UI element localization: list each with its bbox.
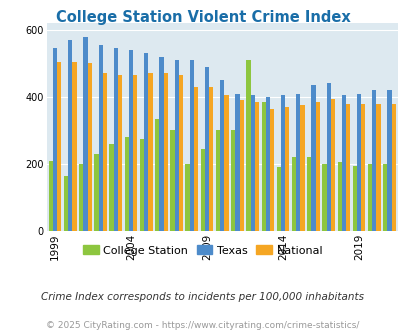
Bar <box>330 99 334 231</box>
Bar <box>118 75 122 231</box>
Bar <box>230 130 235 231</box>
Bar <box>102 73 107 231</box>
Bar <box>64 176 68 231</box>
Bar <box>185 164 189 231</box>
Bar <box>254 102 258 231</box>
Bar <box>235 93 239 231</box>
Bar <box>57 62 61 231</box>
Bar <box>371 90 375 231</box>
Legend: College Station, Texas, National: College Station, Texas, National <box>78 241 327 260</box>
Bar <box>276 167 280 231</box>
Bar <box>352 166 356 231</box>
Bar <box>326 83 330 231</box>
Bar <box>261 102 265 231</box>
Bar <box>155 119 159 231</box>
Bar <box>285 107 289 231</box>
Bar <box>87 63 92 231</box>
Bar <box>129 50 133 231</box>
Bar <box>224 95 228 231</box>
Bar <box>144 53 148 231</box>
Bar <box>163 73 167 231</box>
Bar <box>215 130 220 231</box>
Bar <box>382 164 386 231</box>
Bar <box>265 97 269 231</box>
Bar <box>49 161 53 231</box>
Bar <box>174 60 178 231</box>
Bar <box>250 95 254 231</box>
Bar <box>300 105 304 231</box>
Bar <box>83 37 87 231</box>
Bar <box>79 164 83 231</box>
Bar <box>220 80 224 231</box>
Bar <box>205 67 209 231</box>
Bar <box>53 48 57 231</box>
Bar <box>291 157 295 231</box>
Bar <box>98 45 102 231</box>
Bar <box>140 139 144 231</box>
Bar <box>386 90 391 231</box>
Bar <box>341 95 345 231</box>
Bar <box>367 164 371 231</box>
Bar <box>306 157 311 231</box>
Bar <box>200 149 205 231</box>
Bar <box>72 62 77 231</box>
Bar <box>356 93 360 231</box>
Text: © 2025 CityRating.com - https://www.cityrating.com/crime-statistics/: © 2025 CityRating.com - https://www.city… <box>46 321 359 330</box>
Bar <box>68 40 72 231</box>
Bar <box>246 60 250 231</box>
Bar <box>239 100 243 231</box>
Text: Crime Index corresponds to incidents per 100,000 inhabitants: Crime Index corresponds to incidents per… <box>41 292 364 302</box>
Bar <box>311 85 315 231</box>
Bar <box>269 109 274 231</box>
Bar <box>133 75 137 231</box>
Bar <box>360 104 364 231</box>
Bar <box>375 104 380 231</box>
Bar <box>337 162 341 231</box>
Bar <box>194 87 198 231</box>
Bar <box>148 73 152 231</box>
Bar <box>178 75 183 231</box>
Bar <box>113 48 118 231</box>
Bar <box>94 154 98 231</box>
Text: College Station Violent Crime Index: College Station Violent Crime Index <box>55 10 350 25</box>
Bar <box>391 104 395 231</box>
Bar <box>189 60 194 231</box>
Bar <box>159 57 163 231</box>
Bar <box>170 130 174 231</box>
Bar <box>345 104 350 231</box>
Bar <box>109 144 113 231</box>
Bar <box>124 137 129 231</box>
Bar <box>295 93 300 231</box>
Bar <box>315 102 319 231</box>
Bar <box>322 164 326 231</box>
Bar <box>209 87 213 231</box>
Bar <box>280 95 285 231</box>
